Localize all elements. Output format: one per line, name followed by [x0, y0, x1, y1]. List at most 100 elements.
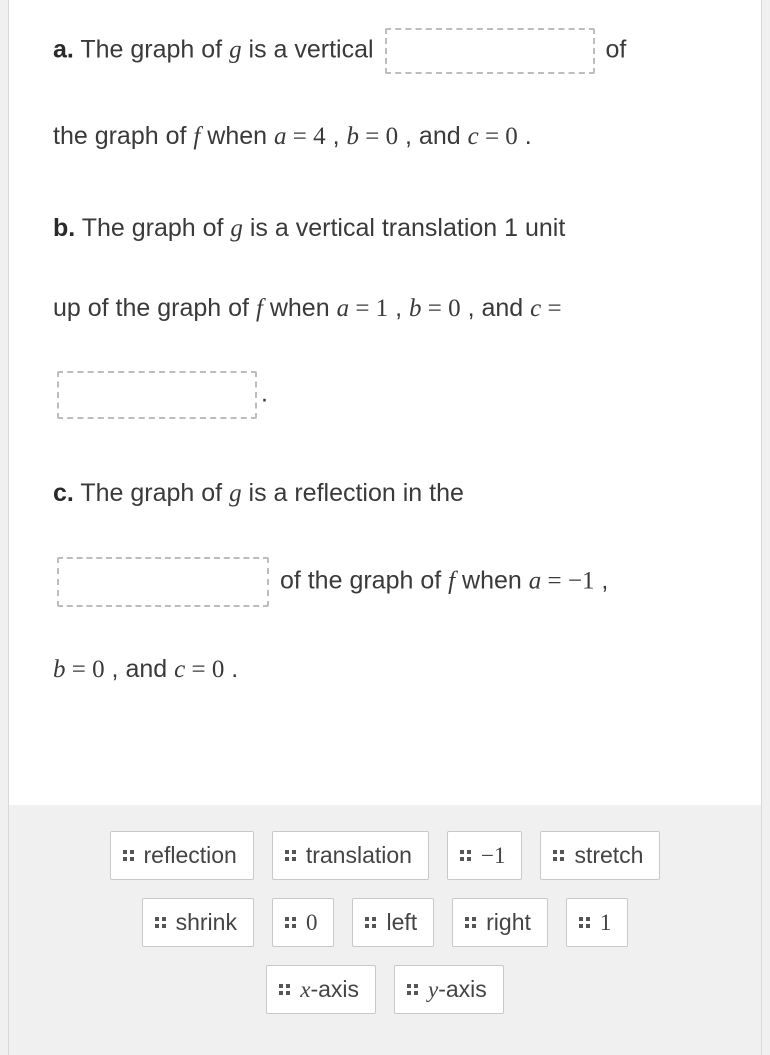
text: ,	[594, 567, 608, 595]
text: The graph of	[75, 214, 230, 242]
text: when	[263, 294, 337, 322]
num: 0	[505, 123, 518, 150]
var-b: b	[346, 123, 359, 150]
drag-grip-icon	[285, 850, 296, 861]
choice-tile[interactable]: stretch	[540, 831, 660, 880]
num: 4	[313, 123, 326, 150]
var-c: c	[530, 295, 541, 322]
choice-row-1: reflection translation −1 stretch	[49, 831, 721, 880]
text: The graph of	[74, 36, 229, 64]
choice-tile[interactable]: translation	[272, 831, 429, 880]
num: 0	[92, 656, 105, 683]
choice-label: left	[386, 909, 417, 936]
text: of the graph of	[273, 567, 448, 595]
text: .	[518, 122, 532, 150]
var-g: g	[229, 37, 242, 64]
dropzone-b[interactable]	[57, 371, 257, 419]
drag-grip-icon	[407, 984, 418, 995]
equals: =	[541, 295, 561, 322]
text: is a vertical translation 1 unit	[243, 214, 565, 242]
var-a: a	[337, 295, 350, 322]
text: of	[599, 36, 627, 64]
var-b: b	[409, 295, 422, 322]
choice-tile[interactable]: left	[352, 898, 434, 947]
text: when	[200, 122, 274, 150]
var-a: a	[529, 568, 542, 595]
text: ,	[326, 122, 347, 150]
question-page: a. The graph of g is a vertical of the g…	[8, 0, 762, 1055]
var-c: c	[468, 123, 479, 150]
choice-label: x-axis	[300, 976, 359, 1003]
num: −1	[568, 568, 595, 595]
var-b: b	[53, 656, 66, 683]
num: 0	[212, 656, 225, 683]
drag-grip-icon	[285, 917, 296, 928]
choice-tile[interactable]: shrink	[142, 898, 254, 947]
num: 0	[448, 295, 461, 322]
equals: =	[541, 568, 568, 595]
equals: =	[359, 123, 386, 150]
text: , and	[461, 294, 531, 322]
part-c-label: c.	[53, 479, 74, 507]
choice-label: 0	[306, 910, 318, 936]
choice-label: reflection	[144, 842, 237, 869]
choice-label: right	[486, 909, 531, 936]
drag-grip-icon	[279, 984, 290, 995]
choice-bank: reflection translation −1 stretch shrink 0 le…	[9, 805, 761, 1055]
choice-label: −1	[481, 843, 505, 869]
text: the graph of	[53, 122, 193, 150]
drag-grip-icon	[553, 850, 564, 861]
equals: =	[287, 123, 314, 150]
drag-grip-icon	[155, 917, 166, 928]
equals: =	[349, 295, 376, 322]
dropzone-a[interactable]	[385, 28, 595, 74]
text: is a reflection in the	[242, 479, 464, 507]
text: The graph of	[74, 479, 229, 507]
text: when	[455, 567, 529, 595]
choice-label: stretch	[574, 842, 643, 869]
choice-label: 1	[600, 910, 612, 936]
choice-tile[interactable]: 0	[272, 898, 335, 947]
var-c: c	[174, 656, 185, 683]
text: , and	[105, 655, 175, 683]
part-c: c. The graph of g is a reflection in the…	[53, 477, 717, 687]
equals: =	[479, 123, 506, 150]
num: 0	[386, 123, 399, 150]
equals: =	[185, 656, 212, 683]
var-f: f	[256, 295, 263, 322]
text: , and	[398, 122, 468, 150]
choice-row-2: shrink 0 left right 1	[49, 898, 721, 947]
choice-row-3: x-axis y-axis	[49, 965, 721, 1014]
choice-tile[interactable]: 1	[566, 898, 629, 947]
text: .	[261, 380, 268, 408]
dropzone-c[interactable]	[57, 557, 269, 607]
drag-grip-icon	[460, 850, 471, 861]
part-b: b. The graph of g is a vertical translat…	[53, 212, 717, 420]
text: ,	[388, 294, 409, 322]
var-g: g	[229, 480, 242, 507]
question-area: a. The graph of g is a vertical of the g…	[9, 0, 761, 687]
part-b-label: b.	[53, 214, 75, 242]
var-g: g	[230, 215, 243, 242]
drag-grip-icon	[465, 917, 476, 928]
var-a: a	[274, 123, 287, 150]
num: 1	[376, 295, 389, 322]
drag-grip-icon	[579, 917, 590, 928]
choice-tile[interactable]: y-axis	[394, 965, 504, 1014]
equals: =	[66, 656, 93, 683]
choice-label: shrink	[176, 909, 237, 936]
equals: =	[422, 295, 449, 322]
choice-tile[interactable]: reflection	[110, 831, 254, 880]
drag-grip-icon	[123, 850, 134, 861]
drag-grip-icon	[365, 917, 376, 928]
choice-label: y-axis	[428, 976, 487, 1003]
part-a-label: a.	[53, 36, 74, 64]
part-a: a. The graph of g is a vertical of the g…	[53, 28, 717, 154]
choice-tile[interactable]: x-axis	[266, 965, 376, 1014]
choice-tile[interactable]: right	[452, 898, 548, 947]
choice-label: translation	[306, 842, 412, 869]
text: up of the graph of	[53, 294, 256, 322]
choice-tile[interactable]: −1	[447, 831, 522, 880]
text: is a vertical	[242, 36, 381, 64]
text: .	[224, 655, 238, 683]
